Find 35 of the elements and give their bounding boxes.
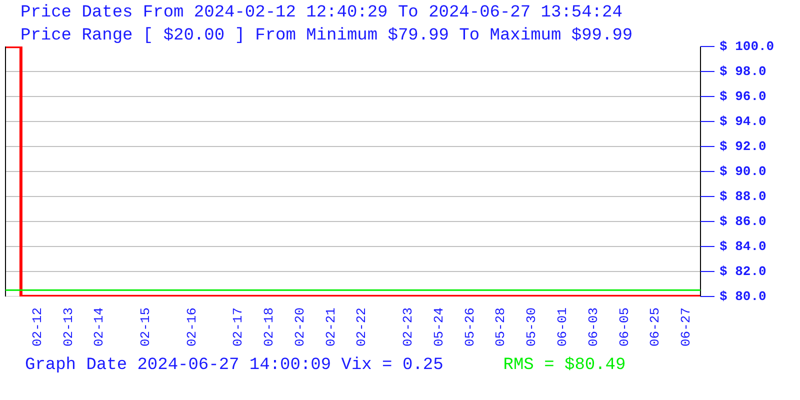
y-tick-label: $ 80.0 [720, 288, 767, 304]
y-tick-label: $ 94.0 [720, 114, 767, 129]
x-tick-label: 06-03 [586, 307, 601, 347]
x-tick-label: 02-18 [262, 307, 277, 347]
y-tick-label: $ 96.0 [720, 88, 767, 104]
x-tick-label: 02-22 [354, 307, 370, 347]
chart-title: Price Dates From 2024-02-12 12:40:29 To 2024-06-27 13:54:24 [20, 4, 622, 22]
y-tick-label: $ 86.0 [720, 214, 767, 229]
text: RMS = $80.49 [503, 356, 626, 375]
x-tick-label: 02-12 [30, 307, 45, 347]
x-tick-label: 02-20 [292, 307, 308, 347]
y-tick-label: $ 84.0 [720, 238, 767, 254]
x-tick-label: 05-26 [462, 307, 478, 347]
x-tick-label: 05-24 [431, 307, 446, 347]
x-tick-label: 02-23 [400, 307, 416, 347]
x-tick-label: 06-01 [555, 307, 570, 347]
x-tick-label: 05-30 [524, 307, 540, 347]
x-tick-label: 02-13 [60, 307, 76, 347]
x-tick-label: 02-14 [92, 307, 107, 347]
x-tick-label: 02-17 [230, 307, 246, 347]
y-tick-label: $ 90.0 [720, 164, 767, 179]
y-tick-label: $ 92.0 [720, 138, 767, 154]
y-tick-label: $ 88.0 [720, 188, 767, 204]
x-tick-label: 02-15 [138, 307, 153, 347]
x-tick-label: 02-16 [184, 307, 200, 347]
x-tick-label: 06-25 [648, 307, 663, 347]
x-tick-label: 06-27 [678, 307, 694, 347]
y-tick-label: $ 82.0 [720, 264, 767, 279]
x-tick-label: 05-28 [493, 307, 508, 347]
y-tick-label: $ 98.0 [720, 64, 767, 79]
x-tick-label: 06-05 [616, 307, 632, 347]
y-tick-label: $ 100.0 [720, 39, 774, 54]
text: Graph Date 2024-06-27 14:00:09 Vix = 0.25 [25, 356, 444, 375]
x-tick-label: 02-21 [323, 307, 338, 347]
chart-subtitle: Price Range [ $20.00 ] From Minimum $79.99 To Maximum $99.99 [20, 26, 633, 46]
